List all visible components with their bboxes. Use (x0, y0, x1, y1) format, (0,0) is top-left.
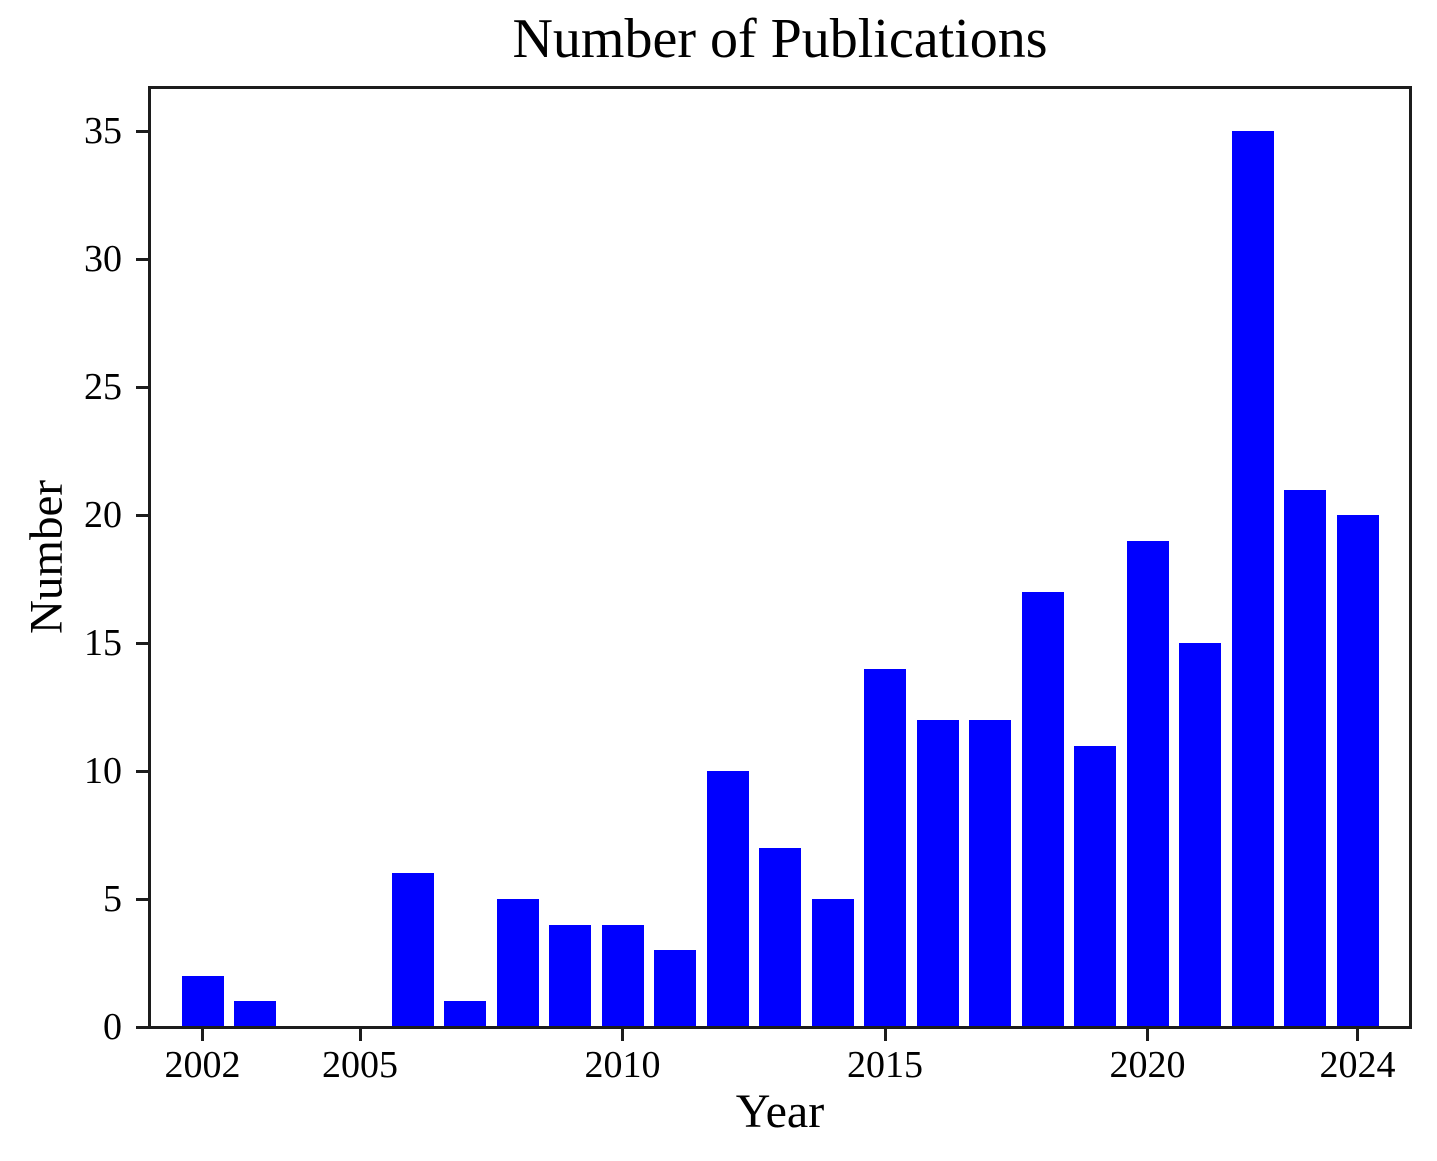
y-tick-label-20: 20 (84, 494, 122, 537)
y-tick-0 (136, 1025, 148, 1029)
y-tick-15 (136, 641, 148, 645)
bar-2023 (1284, 489, 1326, 1027)
bar-2018 (1021, 592, 1064, 1027)
y-tick-20 (136, 513, 148, 517)
y-tick-10 (136, 769, 148, 773)
x-tick-label-2024: 2024 (1319, 1044, 1396, 1086)
y-tick-30 (136, 257, 148, 261)
y-tick-label-30: 30 (84, 238, 122, 281)
y-tick-label-0: 0 (103, 1006, 122, 1048)
bar-2015 (864, 668, 906, 1027)
y-tick-label-5: 5 (103, 878, 122, 921)
bar-2010 (601, 924, 644, 1027)
x-tick-2010 (621, 1029, 624, 1041)
x-tick-label-2010: 2010 (584, 1044, 661, 1086)
bar-2016 (916, 719, 959, 1027)
bar-2021 (1179, 643, 1221, 1027)
y-tick-5 (136, 897, 148, 901)
x-tick-label-2020: 2020 (1109, 1044, 1186, 1086)
bar-2008 (496, 899, 539, 1027)
bar-2017 (969, 719, 1011, 1027)
x-tick-2015 (883, 1029, 887, 1041)
bar-2020 (1126, 540, 1169, 1027)
chart-title: Number of Publications (512, 8, 1048, 70)
x-tick-label-2002: 2002 (164, 1044, 241, 1086)
bar-2024 (1336, 515, 1379, 1027)
bar-2013 (759, 847, 801, 1027)
bar-2002 (181, 975, 224, 1027)
x-tick-2020 (1146, 1029, 1149, 1041)
bar-2011 (654, 950, 696, 1027)
x-axis-label: Year (735, 1085, 825, 1138)
y-tick-label-25: 25 (84, 366, 122, 409)
y-tick-label-10: 10 (84, 750, 122, 793)
x-tick-label-2005: 2005 (322, 1044, 398, 1086)
bar-2014 (811, 899, 854, 1027)
x-tick-label-2015: 2015 (847, 1044, 923, 1086)
y-tick-35 (136, 129, 148, 133)
bar-2007 (444, 1001, 486, 1027)
axes-spines (148, 86, 1412, 1029)
x-tick-2002 (201, 1029, 204, 1041)
y-tick-label-15: 15 (84, 622, 122, 665)
x-tick-2024 (1356, 1029, 1359, 1041)
y-tick-label-35: 35 (84, 110, 122, 153)
bar-2003 (234, 1001, 276, 1027)
bar-2009 (549, 924, 591, 1027)
x-tick-2005 (358, 1029, 362, 1041)
bar-2019 (1074, 745, 1116, 1027)
bar-2006 (391, 873, 434, 1027)
bar-2012 (706, 771, 749, 1027)
bar-2022 (1231, 131, 1274, 1027)
y-tick-25 (136, 385, 148, 389)
